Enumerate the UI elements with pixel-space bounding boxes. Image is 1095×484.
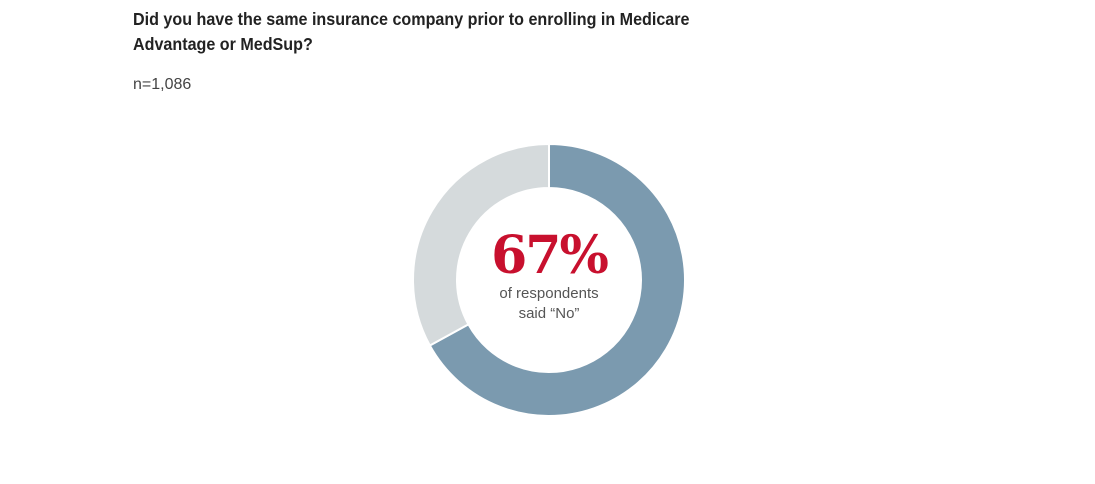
chart-title: Did you have the same insurance company … — [133, 9, 690, 54]
donut-slice-other — [412, 142, 550, 347]
donut-slice-no — [428, 142, 686, 417]
sample-size: n=1,086 — [133, 76, 192, 93]
center-label-line1: of respondents — [499, 285, 599, 302]
center-label: 67% of respondents said “No” — [449, 228, 649, 324]
center-label-line2: said “No” — [518, 305, 580, 322]
center-value: 67% — [491, 225, 609, 286]
